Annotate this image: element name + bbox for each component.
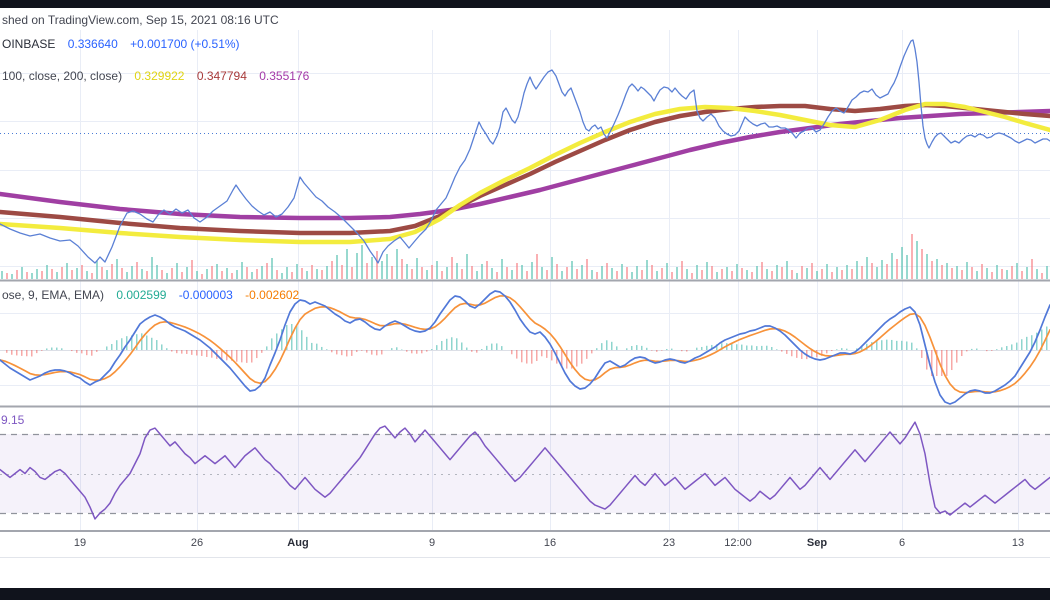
ma-value-1: 0.329922 [134, 69, 185, 83]
time-axis-label: Sep [806, 537, 828, 549]
symbol-name: OINBASE [2, 37, 56, 51]
attribution-text: shed on TradingView.com, Sep 15, 2021 08… [2, 13, 279, 27]
time-axis-label: 19 [73, 537, 87, 549]
price-change-value: +0.001700 (+0.51%) [130, 37, 240, 51]
macd-legend-params: ose, 9, EMA, EMA) [2, 288, 105, 302]
time-axis-label: 23 [662, 537, 676, 549]
macd-value-3: -0.002602 [245, 288, 300, 302]
macd-value-1: 0.002599 [116, 288, 167, 302]
time-axis-label: 26 [190, 537, 204, 549]
time-axis-label: 12:00 [724, 537, 752, 549]
bottom-chrome-bar [0, 588, 1050, 600]
rsi-current-value: 9.15 [1, 413, 25, 427]
time-axis-label: 13 [1011, 537, 1025, 549]
ma-value-2: 0.347794 [196, 69, 247, 83]
top-chrome-bar [0, 0, 1050, 8]
time-axis-label: 6 [898, 537, 906, 549]
symbol-legend: OINBASE 0.336640 +0.001700 (+0.51%) [2, 37, 240, 51]
macd-legend: ose, 9, EMA, EMA) 0.002599 -0.000003 -0.… [2, 288, 299, 302]
time-axis-label: 16 [543, 537, 557, 549]
macd-value-2: -0.000003 [178, 288, 233, 302]
last-price-value: 0.336640 [67, 37, 118, 51]
time-axis-label: Aug [287, 537, 309, 549]
time-axis[interactable]: 19 26 Aug 9 16 23 12:00 Sep 6 13 [0, 537, 1050, 553]
time-axis-label: 9 [428, 537, 436, 549]
ma-legend-params: 100, close, 200, close) [2, 69, 123, 83]
ma-value-3: 0.355176 [259, 69, 310, 83]
ma-legend: 100, close, 200, close) 0.329922 0.34779… [2, 69, 309, 83]
